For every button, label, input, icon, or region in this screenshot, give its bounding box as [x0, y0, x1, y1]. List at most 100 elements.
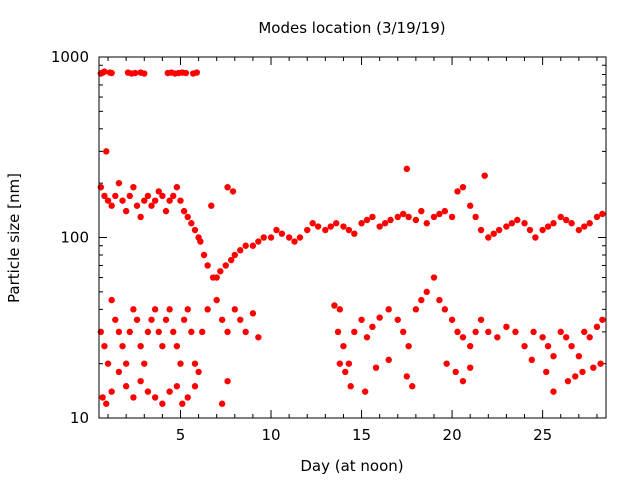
data-point — [166, 306, 173, 313]
x-tick-label: 25 — [533, 426, 552, 444]
data-point — [273, 226, 280, 234]
data-point — [532, 234, 539, 241]
data-point — [197, 238, 204, 245]
data-point — [182, 69, 190, 77]
data-point — [231, 251, 239, 259]
data-point — [119, 342, 126, 350]
data-point — [412, 306, 420, 313]
data-point — [394, 316, 401, 323]
data-point — [104, 360, 112, 367]
y-tick-label: 1000 — [51, 48, 89, 66]
data-point — [249, 310, 257, 317]
data-point — [141, 197, 148, 204]
data-point — [441, 306, 449, 313]
data-point — [191, 226, 199, 234]
data-point — [347, 383, 354, 390]
data-point — [151, 394, 159, 401]
data-point — [385, 356, 392, 364]
data-point — [405, 342, 412, 350]
y-tick-label: 10 — [70, 409, 89, 427]
data-point — [115, 368, 123, 376]
data-point — [550, 388, 557, 395]
data-point — [512, 328, 519, 336]
data-point — [144, 192, 152, 200]
plot-frame — [98, 56, 607, 419]
data-point — [562, 216, 570, 224]
data-point — [213, 274, 220, 281]
data-points — [97, 68, 606, 407]
data-point — [575, 352, 583, 360]
data-point — [351, 328, 358, 336]
data-point — [562, 334, 570, 341]
data-point — [490, 230, 497, 237]
data-point — [191, 360, 199, 367]
data-point — [400, 328, 407, 336]
data-point — [208, 202, 215, 209]
data-point — [331, 302, 338, 309]
data-point — [405, 213, 412, 221]
data-point — [448, 316, 456, 323]
data-point — [218, 316, 226, 323]
data-point — [122, 207, 130, 215]
data-point — [314, 223, 322, 230]
data-point — [170, 192, 177, 200]
data-point — [166, 197, 173, 204]
data-point — [99, 394, 106, 401]
data-point — [195, 368, 202, 376]
data-point — [122, 383, 130, 390]
data-point — [466, 342, 474, 350]
data-point — [590, 364, 597, 371]
data-point — [296, 234, 304, 241]
data-point — [108, 202, 115, 209]
data-point — [358, 316, 365, 323]
data-point — [550, 220, 557, 227]
data-point — [400, 210, 407, 218]
data-point — [503, 323, 510, 331]
data-point — [155, 328, 162, 336]
data-point — [133, 202, 141, 209]
data-point — [599, 210, 606, 218]
data-point — [173, 183, 181, 191]
data-point — [285, 234, 293, 241]
data-point — [521, 342, 528, 350]
data-point — [403, 165, 411, 173]
data-point — [593, 213, 601, 221]
data-point — [508, 220, 516, 227]
x-axis-label: Day (at noon) — [300, 457, 403, 475]
data-point — [568, 342, 575, 350]
data-point — [599, 316, 606, 323]
data-point — [557, 213, 564, 221]
data-point — [229, 188, 237, 195]
data-point — [369, 213, 376, 221]
data-point — [200, 251, 208, 259]
data-point — [213, 296, 220, 304]
data-point — [101, 342, 108, 350]
data-point — [459, 334, 467, 341]
data-point — [112, 316, 119, 323]
data-point — [466, 364, 474, 371]
data-point — [231, 306, 239, 313]
data-point — [503, 223, 510, 230]
data-point — [381, 220, 389, 227]
chart-title: Modes location (3/19/19) — [258, 19, 445, 37]
data-point — [191, 383, 199, 390]
data-point — [137, 342, 144, 350]
data-point — [586, 220, 593, 227]
data-point — [104, 197, 112, 204]
data-point — [101, 68, 108, 75]
data-point — [530, 328, 537, 336]
data-point — [472, 213, 479, 221]
data-point — [173, 383, 181, 390]
data-point — [336, 360, 344, 367]
data-point — [575, 226, 583, 234]
data-point — [436, 296, 443, 304]
data-point — [137, 377, 144, 385]
data-point — [345, 226, 353, 234]
data-point — [351, 230, 358, 237]
data-point — [477, 226, 485, 234]
data-point — [144, 388, 152, 395]
data-point — [477, 316, 485, 323]
data-point — [130, 394, 137, 401]
data-point — [141, 70, 148, 77]
